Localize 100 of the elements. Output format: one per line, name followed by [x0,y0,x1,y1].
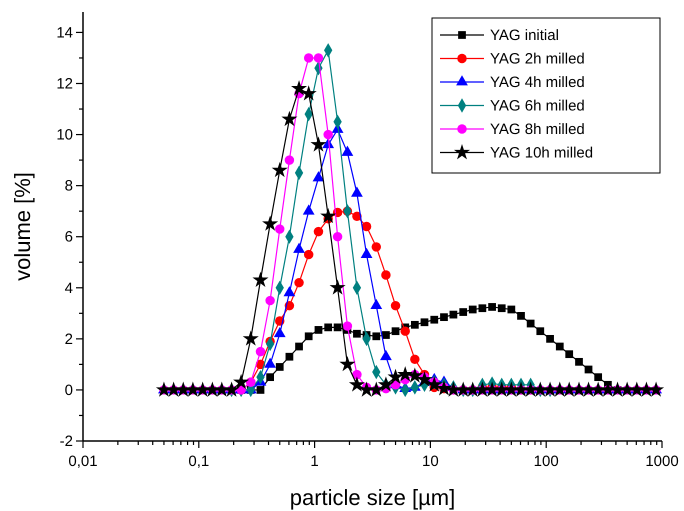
point [380,350,392,360]
point [339,356,356,372]
point [312,171,324,182]
point [556,342,564,350]
point [517,312,525,320]
point [295,342,303,350]
point [382,331,390,339]
x-tick-label: 0,1 [188,453,210,470]
point [334,323,342,332]
point [265,296,275,306]
point [565,350,574,358]
y-tick-label: 2 [64,330,73,348]
point [459,308,468,316]
point [293,242,305,253]
point [648,381,664,397]
point [498,304,506,312]
point [304,53,314,63]
y-axis-title: volume [%] [10,172,35,281]
point [224,381,240,397]
point [276,363,284,371]
point [294,278,304,288]
point [252,272,269,287]
point [314,53,324,63]
point [370,298,382,310]
legend-label: YAG 8h milled [490,121,585,138]
point [584,366,592,374]
x-axis-title: particle size [µm] [290,485,456,510]
point [284,155,294,165]
point [304,250,314,260]
point [372,332,380,340]
point [348,376,365,392]
point [284,286,296,296]
point [256,386,264,394]
point [410,354,420,364]
point [300,85,317,101]
point [256,346,266,356]
y-tick-label: 14 [56,24,73,42]
point [575,358,583,366]
y-tick-label: 8 [64,178,73,195]
point [478,304,486,312]
point [507,306,516,314]
point [351,186,363,197]
point [353,330,361,338]
point [314,326,322,334]
point [372,242,382,252]
point [410,320,419,329]
legend-label: YAG 10h milled [490,144,594,162]
legend-label: YAG 4h milled [490,74,585,91]
point [272,162,288,178]
x-tick-label: 1 [310,453,319,470]
point [536,327,544,336]
point [378,376,394,392]
point [275,224,284,234]
x-tick-label: 100 [534,453,559,470]
point [546,334,554,343]
y-tick-label: 6 [64,228,73,246]
point [320,208,336,224]
point [436,380,452,396]
y-tick-label: 0 [64,382,73,399]
point [264,358,276,368]
x-tick-label: 1000 [645,453,679,470]
point [426,376,442,392]
point [392,327,400,336]
point [332,232,342,242]
point [526,320,535,328]
point [430,316,438,324]
point [323,130,333,140]
point [342,321,352,331]
legend-label: YAG initial [490,27,559,44]
legend-label: YAG 6h milled [490,98,585,114]
point [314,226,324,236]
point [274,326,286,338]
point [400,326,410,336]
x-tick-label: 10 [422,453,439,470]
point [242,330,259,346]
point [330,279,346,295]
point [262,216,278,231]
point [324,323,332,332]
point [302,204,315,215]
point [628,381,645,397]
point [286,352,294,361]
point [233,374,250,390]
point [397,366,414,382]
y-tick-label: 10 [56,126,73,144]
point [342,146,354,156]
y-tick-label: -2 [60,433,73,450]
point [381,270,391,280]
point [266,373,274,382]
x-tick-label: 0,01 [68,453,98,470]
point [440,313,448,322]
point [488,303,496,311]
point [310,136,326,152]
legend-label: YAG 2h milled [490,50,585,68]
y-tick-label: 12 [56,76,73,92]
point [468,306,477,314]
point [450,310,458,318]
point [304,332,313,340]
point [291,80,308,96]
point [281,110,298,126]
point [390,300,400,310]
